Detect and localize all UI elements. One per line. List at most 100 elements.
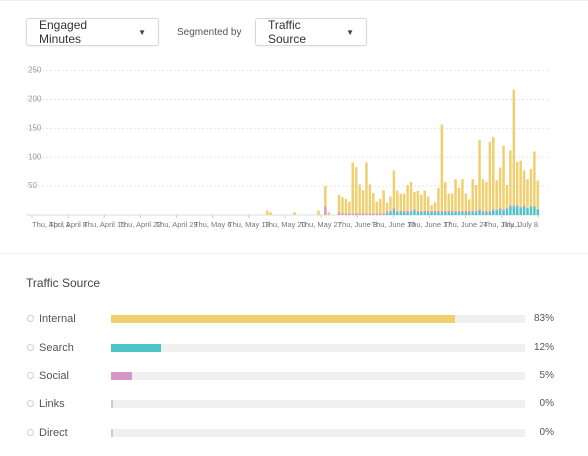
bar-segment-internal bbox=[413, 191, 416, 210]
bar-segment-search bbox=[457, 212, 461, 215]
radio-icon[interactable] bbox=[27, 429, 34, 436]
source-bar-track bbox=[111, 429, 525, 437]
bar-segment-search bbox=[471, 212, 474, 215]
bar-segment-social bbox=[522, 205, 526, 207]
bar-segment-social bbox=[505, 208, 509, 210]
bar-segment-search bbox=[423, 212, 426, 215]
bar-segment-search bbox=[512, 206, 516, 215]
bar-segment-social bbox=[378, 213, 382, 215]
x-tick-label: Thu, May 6 bbox=[194, 220, 232, 229]
source-row-links[interactable]: Links 0% bbox=[0, 396, 588, 416]
source-row-search[interactable]: Search 12% bbox=[0, 340, 588, 360]
radio-icon[interactable] bbox=[27, 372, 34, 379]
bar-segment-internal bbox=[437, 187, 440, 211]
bar-segment-internal bbox=[509, 150, 512, 206]
bar-segment-internal bbox=[361, 190, 365, 214]
bar-segment-search bbox=[447, 212, 450, 215]
x-tick-label: Thu, April 22 bbox=[119, 220, 161, 229]
bar-segment-social bbox=[344, 213, 348, 215]
bar-segment-social bbox=[406, 210, 409, 213]
bar-segment-internal bbox=[402, 193, 406, 211]
bar-segment-social bbox=[481, 210, 485, 213]
bar-segment-internal bbox=[351, 162, 354, 214]
bar-segment-search bbox=[440, 212, 444, 215]
bar-segment-internal bbox=[516, 161, 519, 206]
y-tick-label: 250 bbox=[28, 66, 42, 75]
bar-segment-internal bbox=[385, 202, 389, 212]
y-tick-label: 50 bbox=[28, 181, 37, 190]
bar-segment-internal bbox=[430, 205, 433, 211]
source-row-direct[interactable]: Direct 0% bbox=[0, 425, 588, 445]
bar-segment-internal bbox=[426, 196, 430, 211]
x-tick-label: Thu, July 8 bbox=[501, 220, 538, 229]
bar-segment-search bbox=[444, 212, 447, 215]
bar-segment-internal bbox=[423, 190, 426, 211]
bar-segment-internal bbox=[454, 179, 457, 211]
segment-dropdown[interactable]: Traffic Source ▼ bbox=[255, 18, 367, 46]
source-bar-fill bbox=[111, 372, 132, 380]
source-bar-track bbox=[111, 400, 525, 408]
bar-segment-internal bbox=[522, 170, 526, 206]
source-row-social[interactable]: Social 5% bbox=[0, 368, 588, 388]
bar-segment-social bbox=[341, 213, 344, 215]
bar-segment-search bbox=[529, 206, 533, 215]
bar-segment-internal bbox=[389, 196, 392, 211]
source-percent: 0% bbox=[539, 398, 554, 409]
radio-icon[interactable] bbox=[27, 400, 34, 407]
bar-segment-search bbox=[450, 212, 454, 215]
bar-segment-social bbox=[519, 206, 522, 209]
bar-segment-social bbox=[447, 210, 450, 213]
bar-segment-internal bbox=[396, 190, 399, 211]
bar-segment-internal bbox=[519, 160, 522, 207]
bar-segment-search bbox=[426, 212, 430, 215]
bar-segment-social bbox=[324, 206, 327, 215]
x-tick-label: Thu, April 8 bbox=[49, 220, 87, 229]
bar-segment-search bbox=[533, 206, 536, 215]
bar-segment-social bbox=[372, 213, 375, 215]
bar-segment-internal bbox=[341, 197, 344, 214]
metric-dropdown[interactable]: Engaged Minutes ▼ bbox=[26, 18, 159, 46]
bar-segment-social bbox=[488, 210, 492, 213]
bar-segment-social bbox=[512, 205, 516, 207]
bar-segment-social bbox=[423, 210, 426, 213]
bar-segment-internal bbox=[526, 179, 529, 209]
bar-segment-internal bbox=[324, 186, 327, 207]
bar-segment-social bbox=[468, 210, 471, 213]
x-tick-label: Thu, June 24 bbox=[444, 220, 488, 229]
bar-segment-internal bbox=[478, 139, 481, 210]
bar-segment-internal bbox=[392, 170, 396, 209]
bar-segment-search bbox=[385, 213, 389, 215]
bar-segment-social bbox=[409, 210, 413, 213]
bar-segment-internal bbox=[269, 212, 272, 215]
bar-segment-social bbox=[413, 209, 416, 211]
bar-segment-search bbox=[420, 212, 423, 215]
bar-segment-internal bbox=[368, 184, 372, 214]
bar-segment-internal bbox=[378, 198, 382, 214]
bar-segment-social bbox=[382, 213, 385, 215]
bar-segment-internal bbox=[529, 168, 533, 207]
radio-icon[interactable] bbox=[27, 315, 34, 322]
source-row-internal[interactable]: Internal 83% bbox=[0, 311, 588, 331]
bar-segment-search bbox=[409, 212, 413, 215]
bar-segment-search bbox=[495, 210, 498, 215]
bar-segment-search bbox=[433, 212, 437, 215]
bar-segment-internal bbox=[317, 210, 320, 215]
source-bar-fill bbox=[111, 344, 161, 352]
bar-segment-search bbox=[498, 209, 502, 215]
bar-segment-search bbox=[536, 209, 540, 215]
bar-segment-search bbox=[437, 212, 440, 215]
bar-segment-search bbox=[468, 212, 471, 215]
radio-icon[interactable] bbox=[27, 344, 34, 351]
bar-segment-social bbox=[368, 213, 372, 215]
source-bar-track bbox=[111, 344, 525, 352]
bar-segment-internal bbox=[409, 182, 413, 211]
bar-segment-internal bbox=[488, 141, 492, 211]
source-bar-fill bbox=[111, 315, 455, 323]
bar-segment-social bbox=[454, 210, 457, 213]
source-label: Links bbox=[39, 398, 65, 410]
bar-segment-search bbox=[402, 212, 406, 215]
bar-segment-internal bbox=[265, 210, 269, 215]
bar-segment-social bbox=[354, 213, 358, 215]
bar-segment-search bbox=[519, 208, 522, 215]
